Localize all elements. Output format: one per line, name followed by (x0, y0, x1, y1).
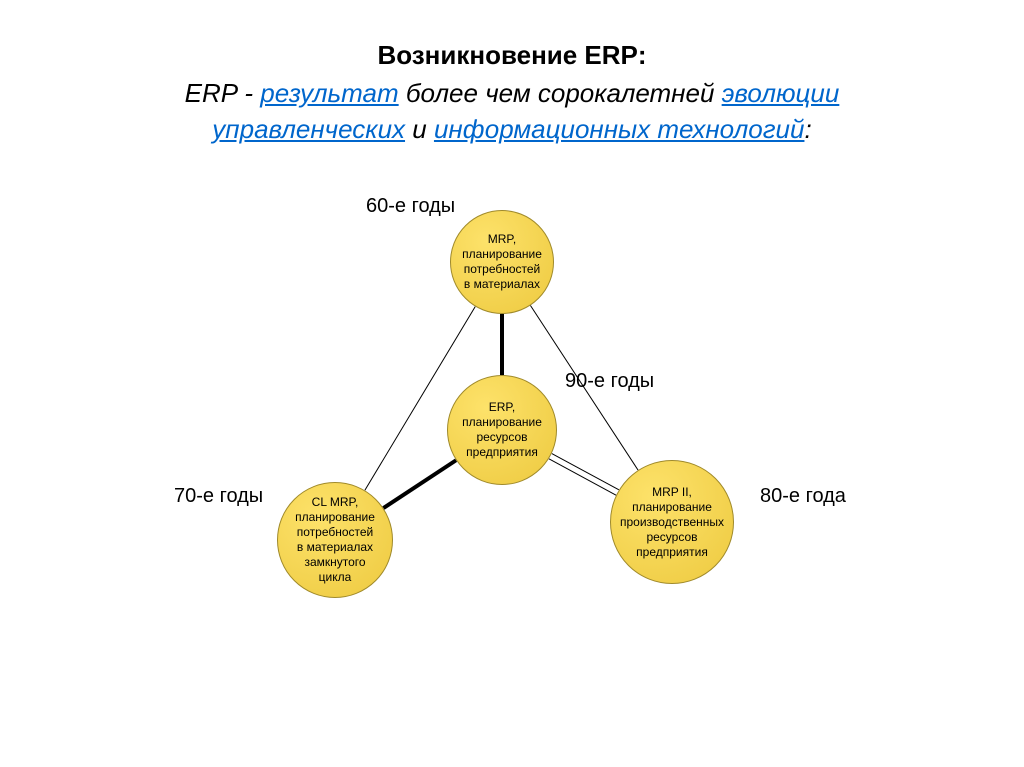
node-top: MRP,планированиепотребностейв материалах (450, 210, 554, 314)
node-label: MRP,планированиепотребностейв материалах (462, 232, 542, 292)
diagram-container: ERP,планированиересурсовпредприятия MRP,п… (0, 0, 1024, 767)
node-center: ERP,планированиересурсовпредприятия (447, 375, 557, 485)
node-left: CL MRP,планированиепотребностейв материа… (277, 482, 393, 598)
era-label-l80: 80-е года (760, 485, 846, 508)
era-label-l60: 60-е годы (366, 195, 455, 218)
era-label-l70: 70-е годы (174, 485, 263, 508)
era-label-l90: 90-е годы (565, 370, 654, 393)
node-label: CL MRP,планированиепотребностейв материа… (295, 495, 375, 585)
node-right: MRP II,планированиепроизводственныхресур… (610, 460, 734, 584)
node-label: MRP II,планированиепроизводственныхресур… (620, 485, 724, 560)
node-label: ERP,планированиересурсовпредприятия (462, 400, 542, 460)
